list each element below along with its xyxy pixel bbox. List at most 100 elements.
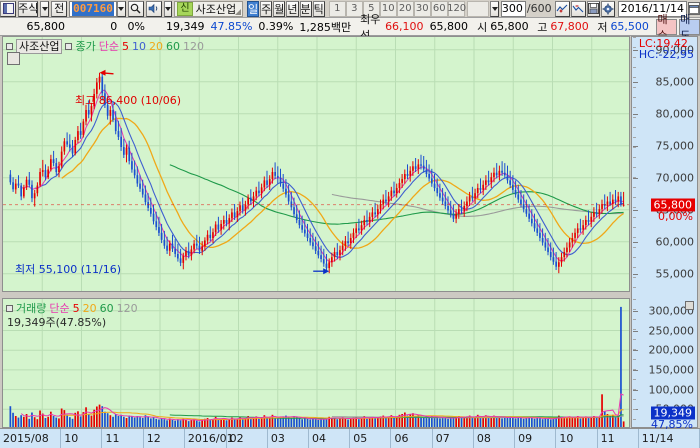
period-button-month[interactable]: 월 <box>273 0 286 17</box>
axis-tick <box>633 50 638 51</box>
axis-minor-tick <box>633 207 636 208</box>
date-axis-label-5: 02 <box>227 428 268 448</box>
price-axis-label-7: 55,000 <box>655 267 695 281</box>
axis-tick <box>633 331 638 332</box>
axis-tick <box>633 390 638 391</box>
tick-count-10[interactable]: 10 <box>379 0 397 17</box>
legend-toggle-icon[interactable] <box>6 42 13 50</box>
zoom-out-icon[interactable] <box>570 0 586 17</box>
market-type-dropdown[interactable] <box>40 0 50 17</box>
axis-tick <box>633 178 638 179</box>
market-type-button[interactable]: 주식 <box>18 0 39 17</box>
tick-count-5[interactable]: 5 <box>362 0 380 17</box>
gear-icon[interactable] <box>600 0 615 17</box>
open-label: 시 <box>477 20 488 34</box>
legend-ma-toggle-icon[interactable] <box>65 42 73 50</box>
axis-minor-tick <box>633 107 636 108</box>
legend-ma-20: 20 <box>148 39 163 53</box>
buy-button[interactable]: 매수 <box>656 13 678 42</box>
best-bid-price: 65,800 <box>429 20 469 33</box>
price-pane-settings-icon[interactable] <box>7 52 20 65</box>
axis-minor-tick <box>633 409 636 410</box>
zoom-in-icon[interactable] <box>554 0 570 17</box>
chart-area: 사조산업 종가 단순 5 10 20 60 120 최고 86,400 (10/… <box>0 36 700 431</box>
tick-count-3[interactable]: 3 <box>345 0 363 17</box>
period-button-minute[interactable]: 분 <box>299 0 312 17</box>
axis-minor-tick <box>633 167 636 168</box>
stock-name-box[interactable]: 신 사조산업 <box>174 0 244 17</box>
tick-count-30[interactable]: 30 <box>413 0 431 17</box>
search-icon[interactable] <box>127 0 144 17</box>
legend-ma-60: 60 <box>165 39 180 53</box>
legend-ma-120: 120 <box>182 39 204 53</box>
value-axis-pane[interactable]: LC:19,42 HC:-22,95 90,000 85,000 80,000 75,… <box>631 36 698 431</box>
high-price: 67,800 <box>550 20 589 33</box>
volume-axis-label-2: 200,000 <box>648 343 695 357</box>
axis-minor-tick <box>633 257 636 258</box>
axis-minor-tick <box>633 97 636 98</box>
period-button-day[interactable]: 일 <box>247 0 260 17</box>
axis-settings-icon[interactable] <box>685 301 694 310</box>
period-button-tick[interactable]: 틱 <box>312 0 325 17</box>
price-axis-label-4: 70,000 <box>655 171 695 185</box>
date-axis-label-2: 11 <box>102 428 144 448</box>
date-axis-label-15: 11/14 <box>639 428 700 448</box>
turnover-pct: 0.39% <box>258 20 294 33</box>
custom-interval-dropdown[interactable] <box>490 0 499 17</box>
stock-code-dropdown[interactable] <box>116 0 126 17</box>
sound-dropdown[interactable] <box>163 0 173 17</box>
date-axis-label-6: 03 <box>268 428 310 448</box>
save-icon[interactable] <box>586 0 600 17</box>
legend-ma-5: 5 <box>121 39 129 53</box>
axis-minor-tick <box>633 349 636 350</box>
prev-button[interactable]: 전 <box>51 0 68 17</box>
sell-button[interactable]: 매도 <box>679 13 700 42</box>
tick-count-60[interactable]: 60 <box>430 0 448 17</box>
period-button-week[interactable]: 주 <box>260 0 273 17</box>
tick-count-120[interactable]: 120 <box>447 0 466 17</box>
axis-minor-tick <box>633 419 636 420</box>
custom-interval-input[interactable] <box>467 0 490 17</box>
window-icon[interactable] <box>0 0 16 17</box>
axis-minor-tick <box>633 299 636 300</box>
current-price: 65,800 <box>26 20 66 33</box>
calendar-icon[interactable] <box>687 2 700 15</box>
volume-ma-20: 20 <box>82 301 97 315</box>
stock-code-input[interactable]: 007160 <box>69 0 117 17</box>
date-axis-label-9: 06 <box>391 428 433 448</box>
volume-ma-5: 5 <box>72 301 80 315</box>
axis-minor-tick <box>633 77 636 78</box>
axis-minor-tick <box>633 157 636 158</box>
date-input[interactable]: 2016/11/14 <box>617 0 687 17</box>
volume-axis-label-0: 300,000 <box>648 304 695 318</box>
axis-minor-tick <box>633 57 636 58</box>
axis-minor-tick <box>633 187 636 188</box>
tick-count-20[interactable]: 20 <box>396 0 414 17</box>
axis-minor-tick <box>633 117 636 118</box>
tick-count-1[interactable]: 1 <box>328 0 346 17</box>
volume-ma-120: 120 <box>116 301 138 315</box>
period-button-year[interactable]: 년 <box>286 0 299 17</box>
sound-icon[interactable] <box>145 0 162 17</box>
volume-legend-toggle-icon[interactable] <box>6 304 13 312</box>
date-value: 2016/11/14 <box>620 2 684 15</box>
bar-count-input[interactable]: 300 <box>500 0 526 17</box>
price-legend: 사조산업 종가 단순 5 10 20 60 120 <box>6 38 204 54</box>
stock-name-label: 사조산업 <box>195 2 237 16</box>
date-axis-label-7: 04 <box>309 428 351 448</box>
low-annotation: 최저 55,100 (11/16) <box>15 263 122 276</box>
volume-value: 19,349 <box>165 20 205 33</box>
stock-credit-tag: 신 <box>177 1 193 16</box>
axis-minor-tick <box>633 237 636 238</box>
axis-minor-tick <box>633 127 636 128</box>
current-price-pct: 0,00% <box>658 210 693 223</box>
date-axis-label-13: 10 <box>556 428 598 448</box>
price-chart-pane[interactable]: 사조산업 종가 단순 5 10 20 60 120 최고 86,400 (10/… <box>2 36 630 292</box>
volume-axis-label-3: 150,000 <box>648 363 695 377</box>
volume-chart-pane[interactable]: 거래량 단순 5 20 60 120 19,349주(47.85%) <box>2 298 630 428</box>
axis-minor-tick <box>633 389 636 390</box>
low-label: 저 <box>597 20 608 34</box>
price-candlestick-svg <box>3 37 629 291</box>
price-axis-label-6: 60,000 <box>655 235 695 249</box>
date-axis[interactable]: 2015/08 10 11 12 2016/01 02 03 04 05 06 07 08 09 10 11… <box>0 428 700 448</box>
